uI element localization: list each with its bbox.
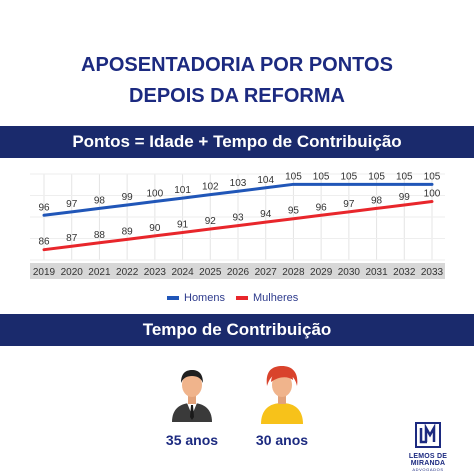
data-label-homens: 105 xyxy=(424,171,441,182)
legend-mulheres-label: Mulheres xyxy=(253,292,299,304)
data-label-homens: 102 xyxy=(202,182,219,193)
data-label-homens: 104 xyxy=(257,175,274,186)
x-tick-label: 2029 xyxy=(310,267,333,278)
x-axis-band xyxy=(30,263,445,279)
x-tick-label: 2025 xyxy=(199,267,222,278)
points-line-chart: 96 97 98 99 100 101 102 103 104 105 105 105 105 105 10… xyxy=(30,171,445,279)
title-line-2: DEPOIS DA REFORMA xyxy=(129,85,345,107)
data-label-homens: 103 xyxy=(230,178,247,189)
x-tick-label: 2022 xyxy=(116,267,139,278)
x-tick-label: 2024 xyxy=(171,267,194,278)
x-tick-label: 2026 xyxy=(227,267,250,278)
contribution-band: Tempo de Contribuição xyxy=(0,314,474,346)
data-label-mulheres: 99 xyxy=(399,192,411,203)
data-label-mulheres: 94 xyxy=(260,209,272,220)
data-label-homens: 105 xyxy=(285,171,302,182)
formula-band: Pontos = Idade + Tempo de Contribuição xyxy=(0,126,474,158)
data-label-mulheres: 88 xyxy=(94,230,106,241)
data-label-mulheres: 96 xyxy=(316,202,328,213)
x-tick-label: 2020 xyxy=(61,267,84,278)
data-label-mulheres: 86 xyxy=(38,237,50,248)
women-years-label: 30 anos xyxy=(255,432,309,448)
data-label-homens: 105 xyxy=(313,171,330,182)
data-label-mulheres: 91 xyxy=(177,219,189,230)
legend-homens-label: Homens xyxy=(184,292,225,304)
man-icon xyxy=(172,370,212,422)
data-label-homens: 105 xyxy=(396,171,413,182)
x-tick-label: 2030 xyxy=(338,267,361,278)
x-tick-label: 2032 xyxy=(393,267,416,278)
data-label-homens: 99 xyxy=(122,192,134,203)
legend-homens-swatch xyxy=(167,296,179,300)
data-label-homens: 105 xyxy=(341,171,358,182)
data-label-mulheres: 98 xyxy=(371,195,383,206)
legend-homens: Homens xyxy=(167,292,225,304)
woman-icon xyxy=(261,366,303,424)
data-label-mulheres: 93 xyxy=(232,213,244,224)
x-tick-label: 2019 xyxy=(33,267,56,278)
data-label-mulheres: 92 xyxy=(205,216,217,227)
data-label-mulheres: 97 xyxy=(343,199,355,210)
logo-mark xyxy=(415,422,441,448)
logo: LEMOS DE MIRANDA ADVOGADOS xyxy=(393,422,463,472)
legend-mulheres-swatch xyxy=(236,296,248,300)
data-label-homens: 105 xyxy=(368,171,385,182)
data-label-mulheres: 89 xyxy=(122,226,134,237)
x-tick-label: 2031 xyxy=(365,267,388,278)
data-label-homens: 97 xyxy=(66,199,78,210)
men-years-label: 35 anos xyxy=(165,432,219,448)
data-label-homens: 98 xyxy=(94,195,106,206)
series-line-mulheres xyxy=(42,200,434,252)
logo-sub: ADVOGADOS xyxy=(412,467,444,472)
x-tick-label: 2023 xyxy=(144,267,167,278)
x-tick-label: 2021 xyxy=(88,267,111,278)
data-label-homens: 101 xyxy=(174,185,191,196)
title-line-1: APOSENTADORIA POR PONTOS xyxy=(81,54,393,76)
data-label-homens: 100 xyxy=(147,189,164,200)
data-label-mulheres: 90 xyxy=(149,223,161,234)
x-tick-label: 2033 xyxy=(421,267,444,278)
legend-mulheres: Mulheres xyxy=(236,292,298,304)
data-label-mulheres: 100 xyxy=(424,189,441,200)
logo-name: LEMOS DE MIRANDA xyxy=(408,453,448,467)
data-label-mulheres: 95 xyxy=(288,206,300,217)
x-tick-label: 2028 xyxy=(282,267,305,278)
x-tick-label: 2027 xyxy=(255,267,278,278)
data-label-homens: 96 xyxy=(38,202,50,213)
series-line-homens xyxy=(42,182,434,217)
data-label-mulheres: 87 xyxy=(66,233,78,244)
